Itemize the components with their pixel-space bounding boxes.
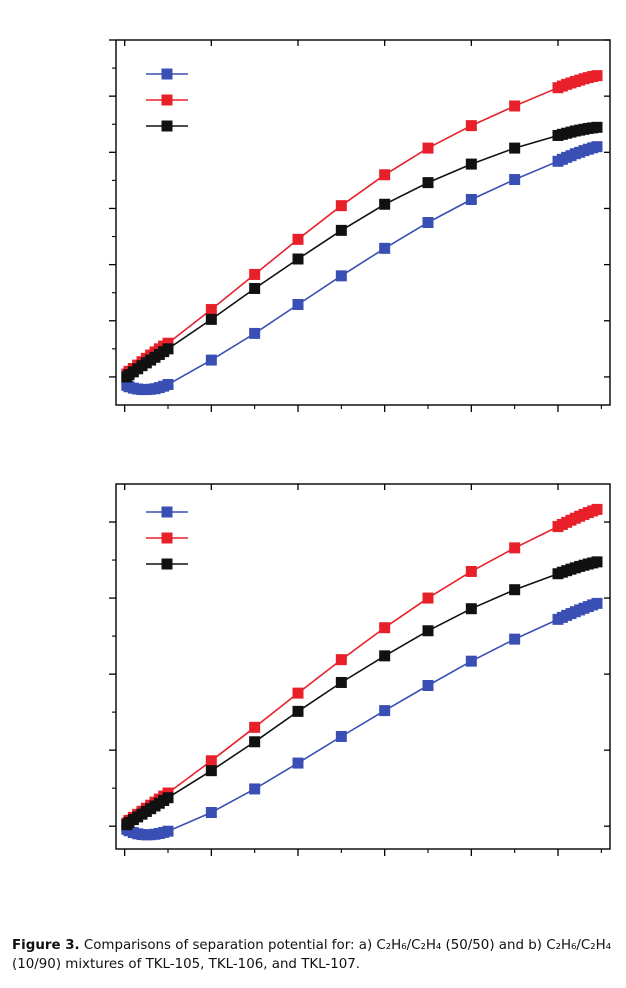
data-point — [379, 705, 391, 717]
legend-marker — [161, 532, 173, 544]
figure-caption: Figure 3. Comparisons of separation pote… — [12, 936, 617, 974]
legend-marker — [161, 558, 173, 570]
data-point — [422, 177, 434, 189]
legend-marker — [161, 94, 173, 106]
data-point — [422, 680, 434, 692]
series-line-tkl-105 — [126, 602, 598, 836]
plot-frame — [115, 39, 611, 406]
data-point — [509, 542, 521, 554]
data-point — [249, 282, 261, 294]
data-point — [162, 343, 174, 355]
data-point — [292, 757, 304, 769]
series-line-tkl-107 — [126, 126, 598, 378]
data-point — [509, 174, 521, 186]
data-point — [162, 337, 174, 349]
data-point — [591, 70, 603, 82]
data-point — [465, 565, 477, 577]
data-point — [591, 556, 603, 568]
data-point — [292, 298, 304, 310]
data-point — [335, 224, 347, 236]
figure — [109, 39, 611, 856]
data-point — [465, 603, 477, 615]
data-point — [162, 825, 174, 837]
data-point — [509, 584, 521, 596]
data-point — [591, 121, 603, 133]
data-point — [335, 730, 347, 742]
data-point — [422, 625, 434, 637]
data-point — [205, 807, 217, 818]
data-point — [162, 379, 174, 391]
chart-panel-a — [109, 39, 611, 412]
data-point — [292, 233, 304, 245]
data-point — [379, 242, 391, 254]
series-line-tkl-107 — [126, 561, 598, 826]
chart-panel-b — [109, 483, 611, 856]
data-point — [335, 270, 347, 282]
data-point — [379, 650, 391, 662]
caption-label: Figure 3. — [12, 938, 80, 953]
data-point — [292, 687, 304, 699]
caption-text: Comparisons of separation potential for:… — [12, 938, 612, 972]
series-line-tkl-106 — [126, 508, 598, 824]
data-point — [379, 169, 391, 181]
data-point — [509, 142, 521, 154]
data-point — [249, 783, 261, 795]
data-point — [335, 200, 347, 212]
plot-frame — [115, 483, 611, 850]
series-line-tkl-105 — [126, 145, 598, 391]
data-point — [465, 193, 477, 205]
legend-marker — [161, 506, 173, 518]
data-point — [591, 503, 603, 515]
data-point — [335, 676, 347, 688]
data-point — [591, 141, 603, 153]
data-point — [249, 268, 261, 280]
data-point — [465, 120, 477, 132]
data-point — [205, 755, 217, 767]
data-point — [162, 792, 174, 804]
data-point — [292, 705, 304, 717]
data-point — [379, 198, 391, 210]
data-point — [422, 217, 434, 228]
data-point — [509, 100, 521, 112]
data-point — [465, 158, 477, 170]
data-point — [422, 592, 434, 604]
data-point — [292, 253, 304, 265]
data-point — [205, 304, 217, 316]
data-point — [249, 327, 261, 339]
data-point — [379, 622, 391, 634]
data-point — [422, 142, 434, 154]
legend-marker — [161, 68, 173, 80]
data-point — [205, 765, 217, 777]
data-point — [205, 313, 217, 325]
legend-marker — [161, 120, 173, 132]
data-point — [249, 736, 261, 748]
data-point — [205, 354, 217, 366]
data-point — [465, 655, 477, 667]
data-point — [591, 597, 603, 609]
data-point — [509, 633, 521, 645]
data-point — [335, 654, 347, 666]
data-point — [249, 721, 261, 733]
